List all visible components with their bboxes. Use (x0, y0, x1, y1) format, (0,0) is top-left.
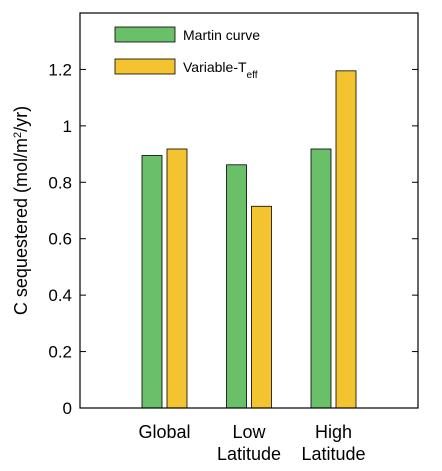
y-axis-label: C sequestered (mol/m2/yr) (11, 106, 31, 315)
legend-swatch (114, 26, 176, 43)
y-tick-label: 0.6 (48, 230, 72, 249)
y-tick-label: 1 (63, 117, 72, 136)
y-tick-label: 0 (63, 399, 72, 418)
y-tick-label: 0.4 (48, 286, 72, 305)
bar-martin-1 (141, 155, 163, 409)
y-tick-label: 0.2 (48, 343, 72, 362)
y-tick-label: 1.2 (48, 60, 72, 79)
bar-variable-3 (335, 70, 357, 409)
bar-martin-3 (310, 148, 332, 409)
legend-swatch (114, 58, 176, 75)
bar-variable-1 (166, 148, 188, 409)
y-tick-label: 0.8 (48, 173, 72, 192)
legend: Martin curve Variable-Teff (114, 26, 260, 81)
legend-label: Martin curve (183, 27, 260, 43)
bars-group (141, 70, 357, 409)
legend-label: Variable-Teff (183, 59, 258, 81)
x-tick-label: Global (138, 422, 190, 442)
plot-frame (79, 12, 419, 409)
x-axis: Global Low Latitude High Latitude (138, 422, 365, 464)
bar-variable-2 (251, 205, 272, 409)
bar-martin-2 (226, 164, 247, 409)
y-axis: 0 0.2 0.4 0.6 0.8 1 1.2 (48, 60, 418, 418)
x-tick-label: High Latitude (301, 422, 365, 464)
x-tick-label: Low Latitude (217, 422, 281, 464)
